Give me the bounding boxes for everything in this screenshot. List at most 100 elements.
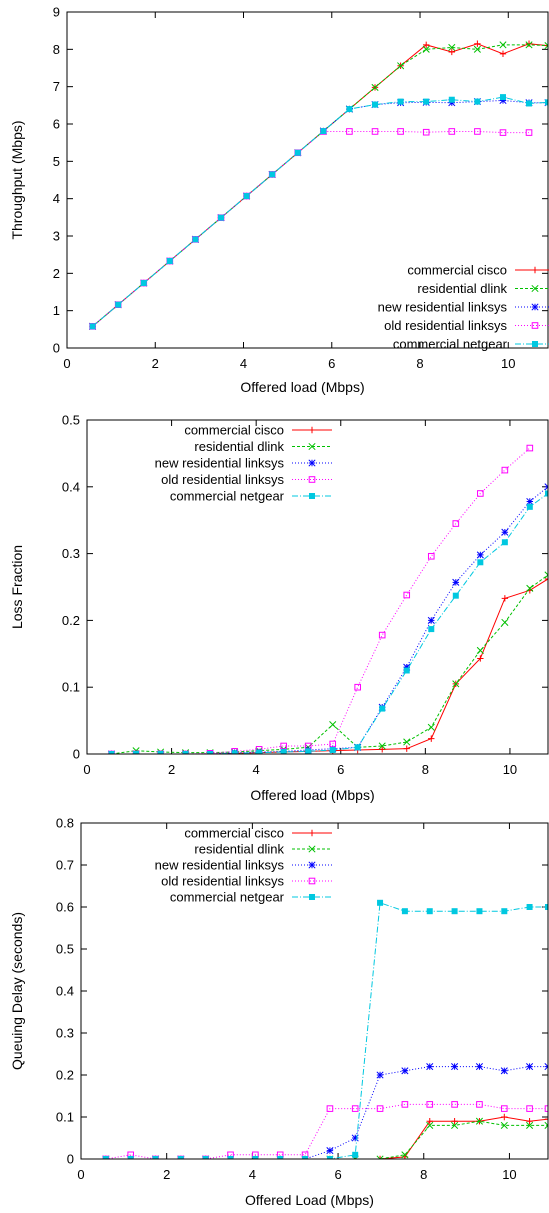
legend-swatch-marker (308, 459, 316, 467)
data-point (448, 48, 455, 56)
legend-swatch-marker (308, 845, 316, 853)
y-tick-label: 0 (53, 341, 60, 356)
data-point (354, 683, 361, 691)
x-tick-label: 0 (63, 356, 70, 371)
y-tick-label: 0.2 (62, 613, 80, 628)
x-tick-label: 2 (163, 1167, 170, 1182)
data-point (256, 749, 263, 754)
x-tick-label: 10 (502, 1167, 516, 1182)
series-line (105, 1103, 548, 1159)
data-point (152, 1156, 159, 1159)
data-point (476, 551, 484, 559)
legend-label: new residential linksys (155, 858, 285, 873)
data-point (305, 748, 312, 754)
data-point (526, 497, 534, 506)
data-point (376, 1105, 384, 1112)
plot-frame (80, 822, 549, 1160)
data-point (378, 631, 386, 639)
data-point (473, 45, 481, 53)
data-point (501, 528, 509, 536)
data-point (477, 559, 484, 566)
data-point (451, 1118, 458, 1125)
data-point (371, 128, 379, 135)
data-point (401, 908, 408, 915)
data-point (403, 667, 410, 674)
data-point (476, 1101, 483, 1108)
legend-label: old residential linksys (161, 472, 284, 487)
data-point (526, 444, 534, 452)
y-tick-label: 3 (53, 229, 60, 244)
legend-swatch-marker (308, 426, 316, 434)
data-point (376, 1071, 384, 1079)
data-point (133, 751, 140, 754)
data-point (499, 41, 507, 49)
x-tick-label: 6 (334, 1167, 341, 1182)
series-group (102, 899, 548, 1159)
data-point (526, 1118, 533, 1125)
data-point (403, 663, 411, 671)
data-point (379, 705, 386, 712)
data-point (477, 655, 484, 662)
legend-swatch-marker (531, 266, 539, 274)
x-axis-title: Offered load (Mbps) (250, 787, 374, 803)
data-point (277, 1156, 284, 1159)
data-point (346, 128, 353, 135)
data-point (115, 301, 122, 308)
data-point (500, 1105, 508, 1112)
data-point (499, 94, 506, 101)
legend-label: commercial cisco (407, 263, 507, 278)
data-point (351, 1134, 359, 1142)
data-point (501, 908, 508, 915)
legend-label: old residential linksys (384, 318, 507, 333)
y-tick-label: 0.4 (56, 984, 74, 999)
plot-frame (86, 419, 549, 755)
legend-label: commercial netgear (170, 489, 285, 504)
data-point (526, 1063, 534, 1071)
data-point (182, 751, 189, 754)
data-point (501, 466, 509, 474)
data-point (451, 1063, 459, 1071)
data-point (192, 236, 199, 243)
data-point (157, 751, 164, 754)
legend-swatch-marker (531, 303, 539, 311)
y-tick-label: 0 (67, 1152, 74, 1167)
legend-swatch-marker (531, 284, 539, 293)
data-point (525, 40, 533, 47)
y-tick-label: 0.3 (56, 1026, 74, 1041)
x-tick-label: 2 (168, 762, 175, 777)
data-point (329, 746, 336, 753)
data-point (451, 1101, 458, 1108)
data-point (89, 323, 96, 330)
x-tick-label: 0 (83, 762, 90, 777)
data-point (352, 1151, 359, 1158)
x-tick-label: 8 (416, 356, 423, 371)
legend-swatch-marker (308, 476, 316, 483)
data-point (422, 45, 430, 53)
data-point (127, 1156, 134, 1159)
data-point (545, 904, 548, 910)
data-point (426, 1063, 434, 1071)
data-point (252, 1156, 259, 1159)
y-axis-title: Throughput (Mbps) (9, 120, 25, 239)
data-point (403, 591, 411, 599)
data-point (544, 42, 548, 49)
data-point (499, 129, 507, 136)
data-point (476, 908, 483, 915)
data-point (448, 43, 456, 52)
data-point (499, 50, 507, 58)
y-tick-label: 0.1 (56, 1110, 74, 1125)
legend-label: commercial cisco (184, 826, 284, 841)
data-point (500, 1121, 508, 1129)
y-tick-label: 9 (53, 5, 60, 20)
y-tick-label: 0.5 (62, 413, 80, 428)
data-point (475, 1063, 484, 1071)
data-point (475, 1117, 484, 1125)
data-point (476, 646, 484, 655)
data-point (397, 62, 405, 70)
data-point (525, 41, 533, 49)
data-point (451, 908, 458, 915)
legend-swatch-marker (308, 442, 316, 451)
data-point (422, 128, 430, 136)
